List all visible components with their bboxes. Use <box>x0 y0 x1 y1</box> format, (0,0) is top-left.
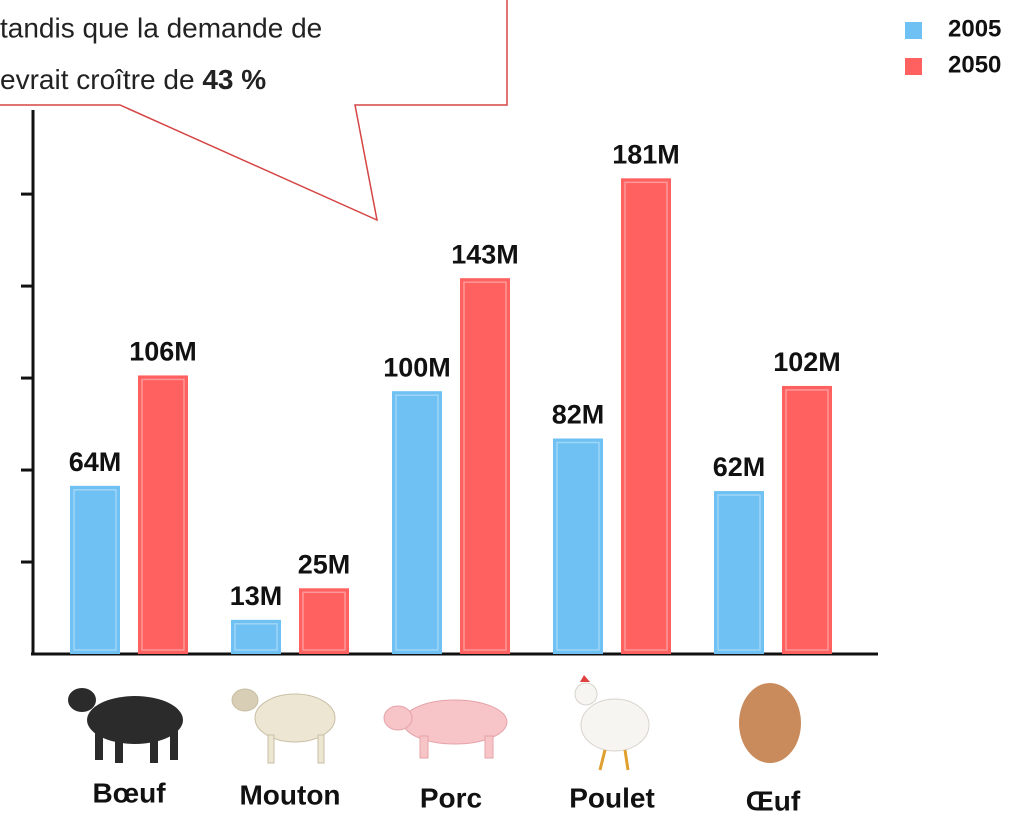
bar <box>231 619 281 654</box>
legend-label: 2050 <box>948 51 1001 78</box>
bar <box>70 485 120 654</box>
bar <box>138 375 188 654</box>
bar-highlight <box>395 394 439 651</box>
bar-highlight <box>234 623 278 651</box>
egg-icon <box>739 683 801 763</box>
annotation-text: evrait croître de <box>0 64 202 95</box>
value-label: 13M <box>230 581 283 611</box>
x-tick-label: Porc <box>420 782 482 813</box>
icons <box>68 675 801 771</box>
bar-highlight <box>73 489 117 651</box>
chicken-icon <box>574 675 650 771</box>
value-label: 64M <box>69 447 122 477</box>
cow-icon <box>68 688 183 763</box>
value-label: 181M <box>612 139 680 169</box>
bar-highlight <box>785 389 829 651</box>
value-label: 143M <box>451 239 519 269</box>
bar <box>553 438 603 654</box>
bar <box>392 391 442 654</box>
legend-label: 2005 <box>948 15 1001 42</box>
value-label: 62M <box>713 452 766 482</box>
annotation-line: evrait croître de 43 % <box>0 64 266 95</box>
bar <box>782 385 832 654</box>
value-label: 106M <box>129 337 197 367</box>
value-label: 102M <box>773 347 841 377</box>
bar-highlight <box>556 441 600 651</box>
sheep-icon <box>231 688 336 764</box>
bar-highlight <box>302 591 346 651</box>
x-tick-label: Poulet <box>569 782 655 813</box>
value-label: 82M <box>552 400 605 430</box>
pig-icon <box>383 699 508 759</box>
x-tick-label: Œuf <box>746 785 801 814</box>
bar-highlight <box>624 181 668 651</box>
x-tick-label: Bœuf <box>92 777 166 808</box>
bar-highlight <box>717 494 761 651</box>
bar <box>460 278 510 654</box>
annotation-line: tandis que la demande de <box>0 12 322 43</box>
bar-highlight <box>463 281 507 651</box>
legend-swatch <box>905 22 922 39</box>
value-label: 25M <box>298 549 351 579</box>
annotation-emphasis: 43 % <box>202 64 266 95</box>
callout <box>0 0 508 222</box>
bar <box>299 588 349 654</box>
bar <box>621 178 671 655</box>
legend-swatch <box>905 58 922 75</box>
value-label: 100M <box>383 352 451 382</box>
x-tick-label: Mouton <box>239 779 340 810</box>
bar-highlight <box>141 378 185 651</box>
bar <box>714 491 764 654</box>
